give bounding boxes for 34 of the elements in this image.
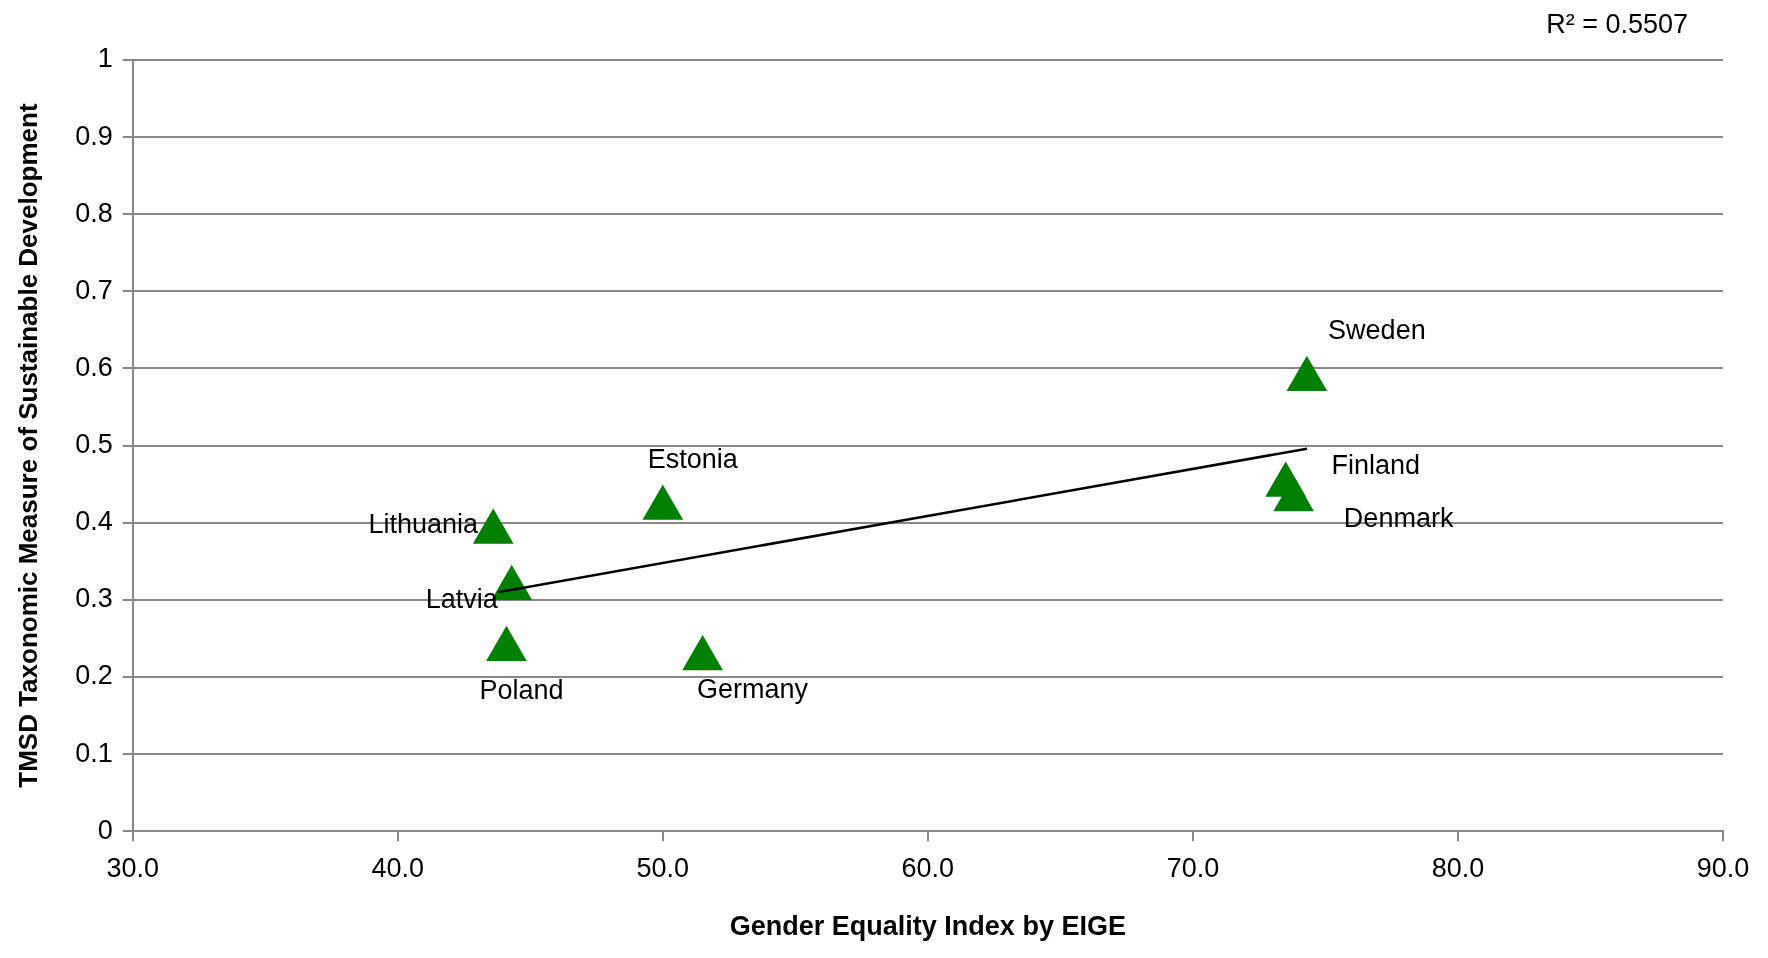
point bbox=[1266, 462, 1306, 497]
series-label: Estonia bbox=[647, 443, 739, 474]
y-tick-label: 0.9 bbox=[75, 120, 113, 151]
text: R² = 0.5507 bbox=[1546, 9, 1688, 40]
y-tick-label: 0.7 bbox=[75, 274, 113, 305]
point bbox=[643, 485, 683, 520]
series-label: Finland bbox=[1331, 450, 1420, 481]
x-tick-label: 40.0 bbox=[371, 852, 425, 883]
y-tick-label: 0.2 bbox=[75, 660, 113, 691]
point bbox=[683, 636, 723, 671]
x-tick-label: 90.0 bbox=[1696, 852, 1750, 883]
series-label: Germany bbox=[697, 673, 809, 704]
x-axis-title: Gender Equality Index by EIGE bbox=[729, 911, 1126, 942]
y-tick-label: 0.3 bbox=[75, 583, 113, 614]
point bbox=[1287, 357, 1327, 392]
y-tick-label: 0.6 bbox=[75, 351, 113, 382]
x-tick-label: 70.0 bbox=[1166, 852, 1220, 883]
point bbox=[487, 626, 526, 661]
y-tick-label: 0.5 bbox=[75, 429, 113, 460]
series-label: Lithuania bbox=[368, 509, 479, 540]
series-label: Denmark bbox=[1343, 503, 1454, 534]
x-tick-label: 50.0 bbox=[636, 852, 690, 883]
y-tick-label: 0.1 bbox=[75, 737, 113, 768]
series-label: Sweden bbox=[1328, 314, 1426, 345]
y-axis-title: TMSD Taxonomic Measure of Sustainable Development bbox=[12, 103, 43, 788]
y-tick-label: 1 bbox=[97, 43, 113, 74]
series-label: Poland bbox=[479, 674, 564, 705]
series-label: Latvia bbox=[425, 583, 499, 614]
y-tick-label: 0.8 bbox=[75, 197, 113, 228]
x-tick-label: 80.0 bbox=[1431, 852, 1485, 883]
x-tick-label: 60.0 bbox=[901, 852, 955, 883]
y-tick-label: 0 bbox=[97, 814, 113, 845]
x-tick-label: 30.0 bbox=[106, 852, 160, 883]
y-tick-label: 0.4 bbox=[75, 506, 113, 537]
